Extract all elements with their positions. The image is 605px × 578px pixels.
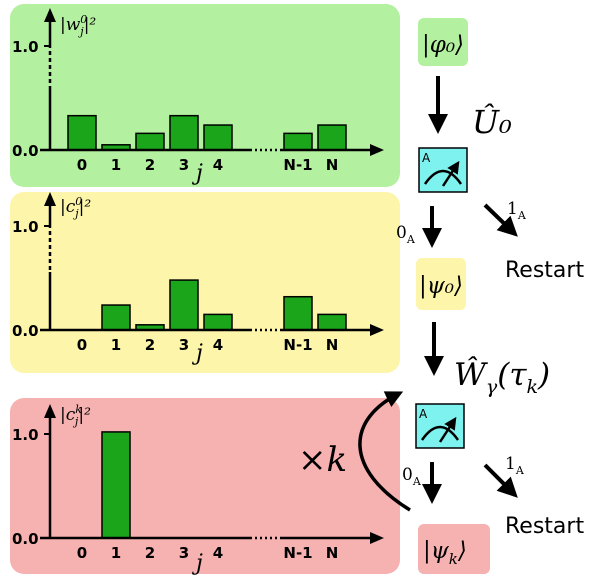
- panel-w-xlabels: 0 1 2 3 4 N-1 N: [77, 156, 339, 174]
- outcome0-label-1: 0A: [396, 223, 416, 246]
- xtick-label-c0-5: N-1: [283, 336, 312, 354]
- panel-ck-ylabel: |ck j|²: [60, 403, 91, 428]
- state-psi0: |ψ₀⟩: [419, 273, 463, 299]
- xtick-label-ck-4: 4: [213, 544, 223, 562]
- panel-c0: 1.0 0.0 |c0 j|² 0 1 2 3 4 N-1 N j: [10, 192, 400, 373]
- bar-w-4: [203, 124, 233, 151]
- xtick-label-w-3: 3: [179, 156, 189, 174]
- panel-ck-ytick-top: 1.0: [12, 426, 39, 444]
- bar-w-2: [135, 132, 165, 151]
- panel-c0-xlabels: 0 1 2 3 4 N-1 N: [77, 336, 339, 354]
- outcome1-label-1: 1A: [507, 199, 527, 222]
- state-phi0-box: [418, 18, 468, 66]
- meter-2-needle-icon: [438, 416, 457, 443]
- bar-ck-1: [101, 431, 131, 539]
- xtick-label-c0-1: 1: [111, 336, 121, 354]
- panel-w: 1.0 0.0 |w0 j|² 0 1 2 3 4 N-1 N j: [10, 4, 400, 187]
- restart-label-1: Restart: [505, 258, 584, 283]
- arrow-meter2-outcome1: [483, 463, 518, 498]
- xtick-label-w-0: 0: [77, 156, 87, 174]
- operator-U0: Û₀: [472, 103, 512, 141]
- xtick-label-c0-0: 0: [77, 336, 87, 354]
- panel-w-y-arrowhead: [44, 8, 56, 22]
- panel-ck-ytick-bottom: 0.0: [12, 530, 39, 548]
- panel-c0-background: [10, 192, 400, 373]
- panel-w-bars: [67, 114, 347, 151]
- xtick-label-w-6: N: [326, 156, 339, 174]
- xtick-label-ck-1: 1: [111, 544, 121, 562]
- xtick-label-ck-2: 2: [145, 544, 155, 562]
- panel-c0-ytick-bottom: 0.0: [12, 322, 39, 340]
- outcome0-label-2: 0A: [402, 465, 422, 488]
- bar-w-3: [169, 114, 199, 151]
- bar-c0-1: [101, 304, 131, 331]
- meter-1: A: [418, 147, 468, 193]
- state-psik: |ψk⟩: [423, 538, 467, 568]
- meter-2-label: A: [419, 407, 428, 421]
- panel-w-ytick-bottom: 0.0: [12, 142, 39, 160]
- xtick-label-c0-3: 3: [179, 336, 189, 354]
- bar-w-N: [317, 124, 347, 151]
- flow: |φ₀⟩ Û₀ A 0A 1A Restart |ψ₀⟩ Ŵγ(τk) A: [298, 18, 584, 574]
- xtick-label-ck-0: 0: [77, 544, 87, 562]
- bar-w-N-1: [283, 132, 313, 151]
- panel-w-ytick-top: 1.0: [12, 38, 39, 56]
- xtick-label-ck-5: N-1: [283, 544, 312, 562]
- arrow-meter1-outcome1: [483, 203, 518, 237]
- outcome1-label-2: 1A: [505, 454, 525, 477]
- loop-arrow: [358, 391, 411, 512]
- panel-ck-bars: [101, 431, 131, 539]
- meter-2-dial-icon: [420, 425, 460, 441]
- state-psi0-box: [416, 258, 466, 310]
- state-phi0: |φ₀⟩: [422, 32, 464, 58]
- panel-c0-x-arrowhead: [370, 324, 384, 336]
- xtick-label-c0-6: N: [326, 336, 339, 354]
- bar-c0-3: [169, 279, 199, 331]
- panel-ck-x-arrowhead: [370, 532, 384, 544]
- bar-c0-4: [203, 313, 233, 331]
- times-k-label: ×k: [298, 440, 347, 480]
- panel-w-x-arrowhead: [370, 144, 384, 156]
- bar-c0-N-1: [283, 295, 313, 331]
- xtick-label-w-5: N-1: [283, 156, 312, 174]
- xtick-label-w-1: 1: [111, 156, 121, 174]
- meter-1-needle-icon: [441, 160, 460, 187]
- xtick-label-w-2: 2: [145, 156, 155, 174]
- panel-c0-ylabel: |c0 j|²: [60, 195, 91, 220]
- meter-1-label: A: [422, 151, 431, 165]
- meter-1-dial-icon: [423, 169, 463, 185]
- xtick-label-c0-4: 4: [213, 336, 223, 354]
- panel-c0-y-arrowhead: [44, 192, 56, 206]
- meter-2: A: [415, 403, 465, 449]
- xtick-label-ck-6: N: [326, 544, 339, 562]
- panel-c0-ytick-top: 1.0: [12, 218, 39, 236]
- panel-w-ylabel: |w0 j|²: [60, 13, 96, 38]
- xtick-label-ck-3: 3: [179, 544, 189, 562]
- restart-label-2: Restart: [505, 514, 584, 539]
- xtick-label-w-4: 4: [213, 156, 223, 174]
- xtick-label-c0-2: 2: [145, 336, 155, 354]
- panel-c0-bars: [101, 279, 347, 331]
- bar-c0-N: [317, 313, 347, 331]
- bar-w-0: [67, 114, 97, 151]
- panel-ck: 1.0 0.0 |ck j|² 0 1 2 3 4 N-1 N j: [10, 398, 400, 576]
- operator-W: Ŵγ(τk): [454, 355, 550, 398]
- panel-ck-y-arrowhead: [44, 404, 56, 418]
- panel-ck-xlabels: 0 1 2 3 4 N-1 N: [77, 544, 339, 562]
- state-psik-box: [418, 524, 490, 574]
